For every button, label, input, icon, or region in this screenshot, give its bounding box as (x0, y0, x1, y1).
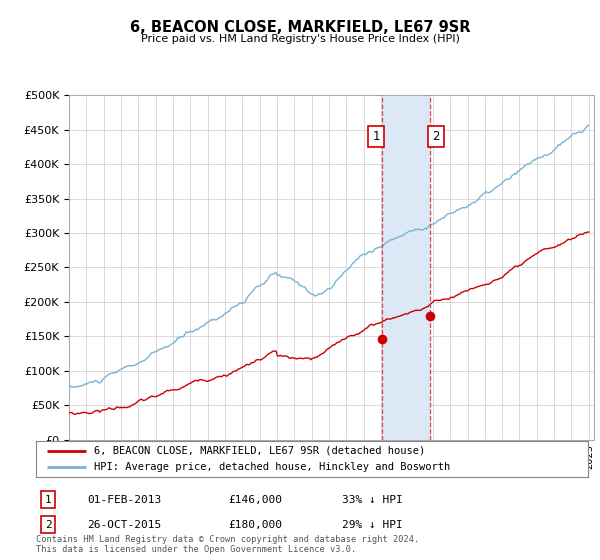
Text: 01-FEB-2013: 01-FEB-2013 (87, 494, 161, 505)
Bar (382, 95, 430, 440)
Text: 26-OCT-2015: 26-OCT-2015 (87, 520, 161, 530)
Text: HPI: Average price, detached house, Hinckley and Bosworth: HPI: Average price, detached house, Hinc… (94, 463, 450, 472)
Text: 6, BEACON CLOSE, MARKFIELD, LE67 9SR (detached house): 6, BEACON CLOSE, MARKFIELD, LE67 9SR (de… (94, 446, 425, 455)
Text: 1: 1 (373, 130, 380, 143)
Text: £146,000: £146,000 (228, 494, 282, 505)
Text: Price paid vs. HM Land Registry's House Price Index (HPI): Price paid vs. HM Land Registry's House … (140, 34, 460, 44)
Text: Contains HM Land Registry data © Crown copyright and database right 2024.
This d: Contains HM Land Registry data © Crown c… (36, 535, 419, 554)
Text: 6, BEACON CLOSE, MARKFIELD, LE67 9SR: 6, BEACON CLOSE, MARKFIELD, LE67 9SR (130, 20, 470, 35)
Text: 1: 1 (44, 494, 52, 505)
Text: £180,000: £180,000 (228, 520, 282, 530)
Text: 29% ↓ HPI: 29% ↓ HPI (342, 520, 403, 530)
Text: 2: 2 (44, 520, 52, 530)
Text: 2: 2 (432, 130, 440, 143)
Text: 33% ↓ HPI: 33% ↓ HPI (342, 494, 403, 505)
